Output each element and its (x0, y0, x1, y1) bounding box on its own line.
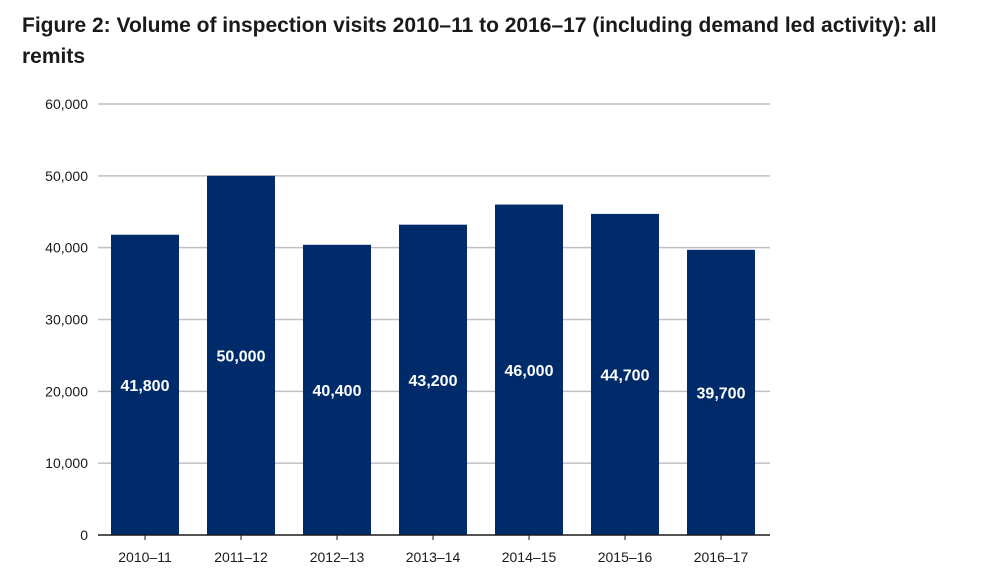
y-tick-label: 0 (80, 527, 88, 543)
x-tick-label: 2013–14 (406, 549, 461, 565)
bar (687, 249, 755, 536)
bar (591, 213, 659, 535)
y-tick-label: 40,000 (45, 240, 88, 256)
x-tick-label: 2016–17 (694, 549, 749, 565)
y-tick-label: 60,000 (45, 96, 88, 112)
bar-value-label: 44,700 (601, 367, 650, 384)
bar (111, 234, 179, 535)
x-tick-label: 2014–15 (502, 549, 557, 565)
x-tick-label: 2011–12 (214, 549, 268, 565)
x-tick-label: 2010–11 (118, 549, 172, 565)
y-axis-ticks: 0 10,000 20,000 30,000 40,000 50,000 60,000 (45, 96, 88, 543)
y-tick-label: 10,000 (45, 455, 88, 471)
x-tick-label: 2015–16 (598, 549, 653, 565)
bar-value-label: 41,800 (121, 378, 170, 395)
chart-title: Figure 2: Volume of inspection visits 20… (22, 14, 937, 68)
bar-value-label: 50,000 (217, 348, 266, 365)
bar (399, 224, 467, 535)
x-tick-label: 2012–13 (310, 549, 365, 565)
bar-value-label: 46,000 (505, 363, 554, 380)
bar-value-label: 40,400 (313, 383, 362, 400)
bars: 41,800 50,000 40,400 43,200 46,000 44,700 39,7… (111, 175, 755, 536)
bar-value-label: 39,700 (697, 385, 746, 402)
y-tick-label: 20,000 (45, 383, 88, 399)
bar-value-label: 43,200 (409, 373, 458, 390)
x-axis-ticks: 2010–11 2011–12 2012–13 2013–14 2014–15 2015–… (118, 535, 748, 565)
bar (495, 204, 563, 536)
bar (207, 175, 275, 536)
y-tick-label: 30,000 (45, 312, 88, 328)
bar (303, 244, 371, 535)
y-tick-label: 50,000 (45, 168, 88, 184)
